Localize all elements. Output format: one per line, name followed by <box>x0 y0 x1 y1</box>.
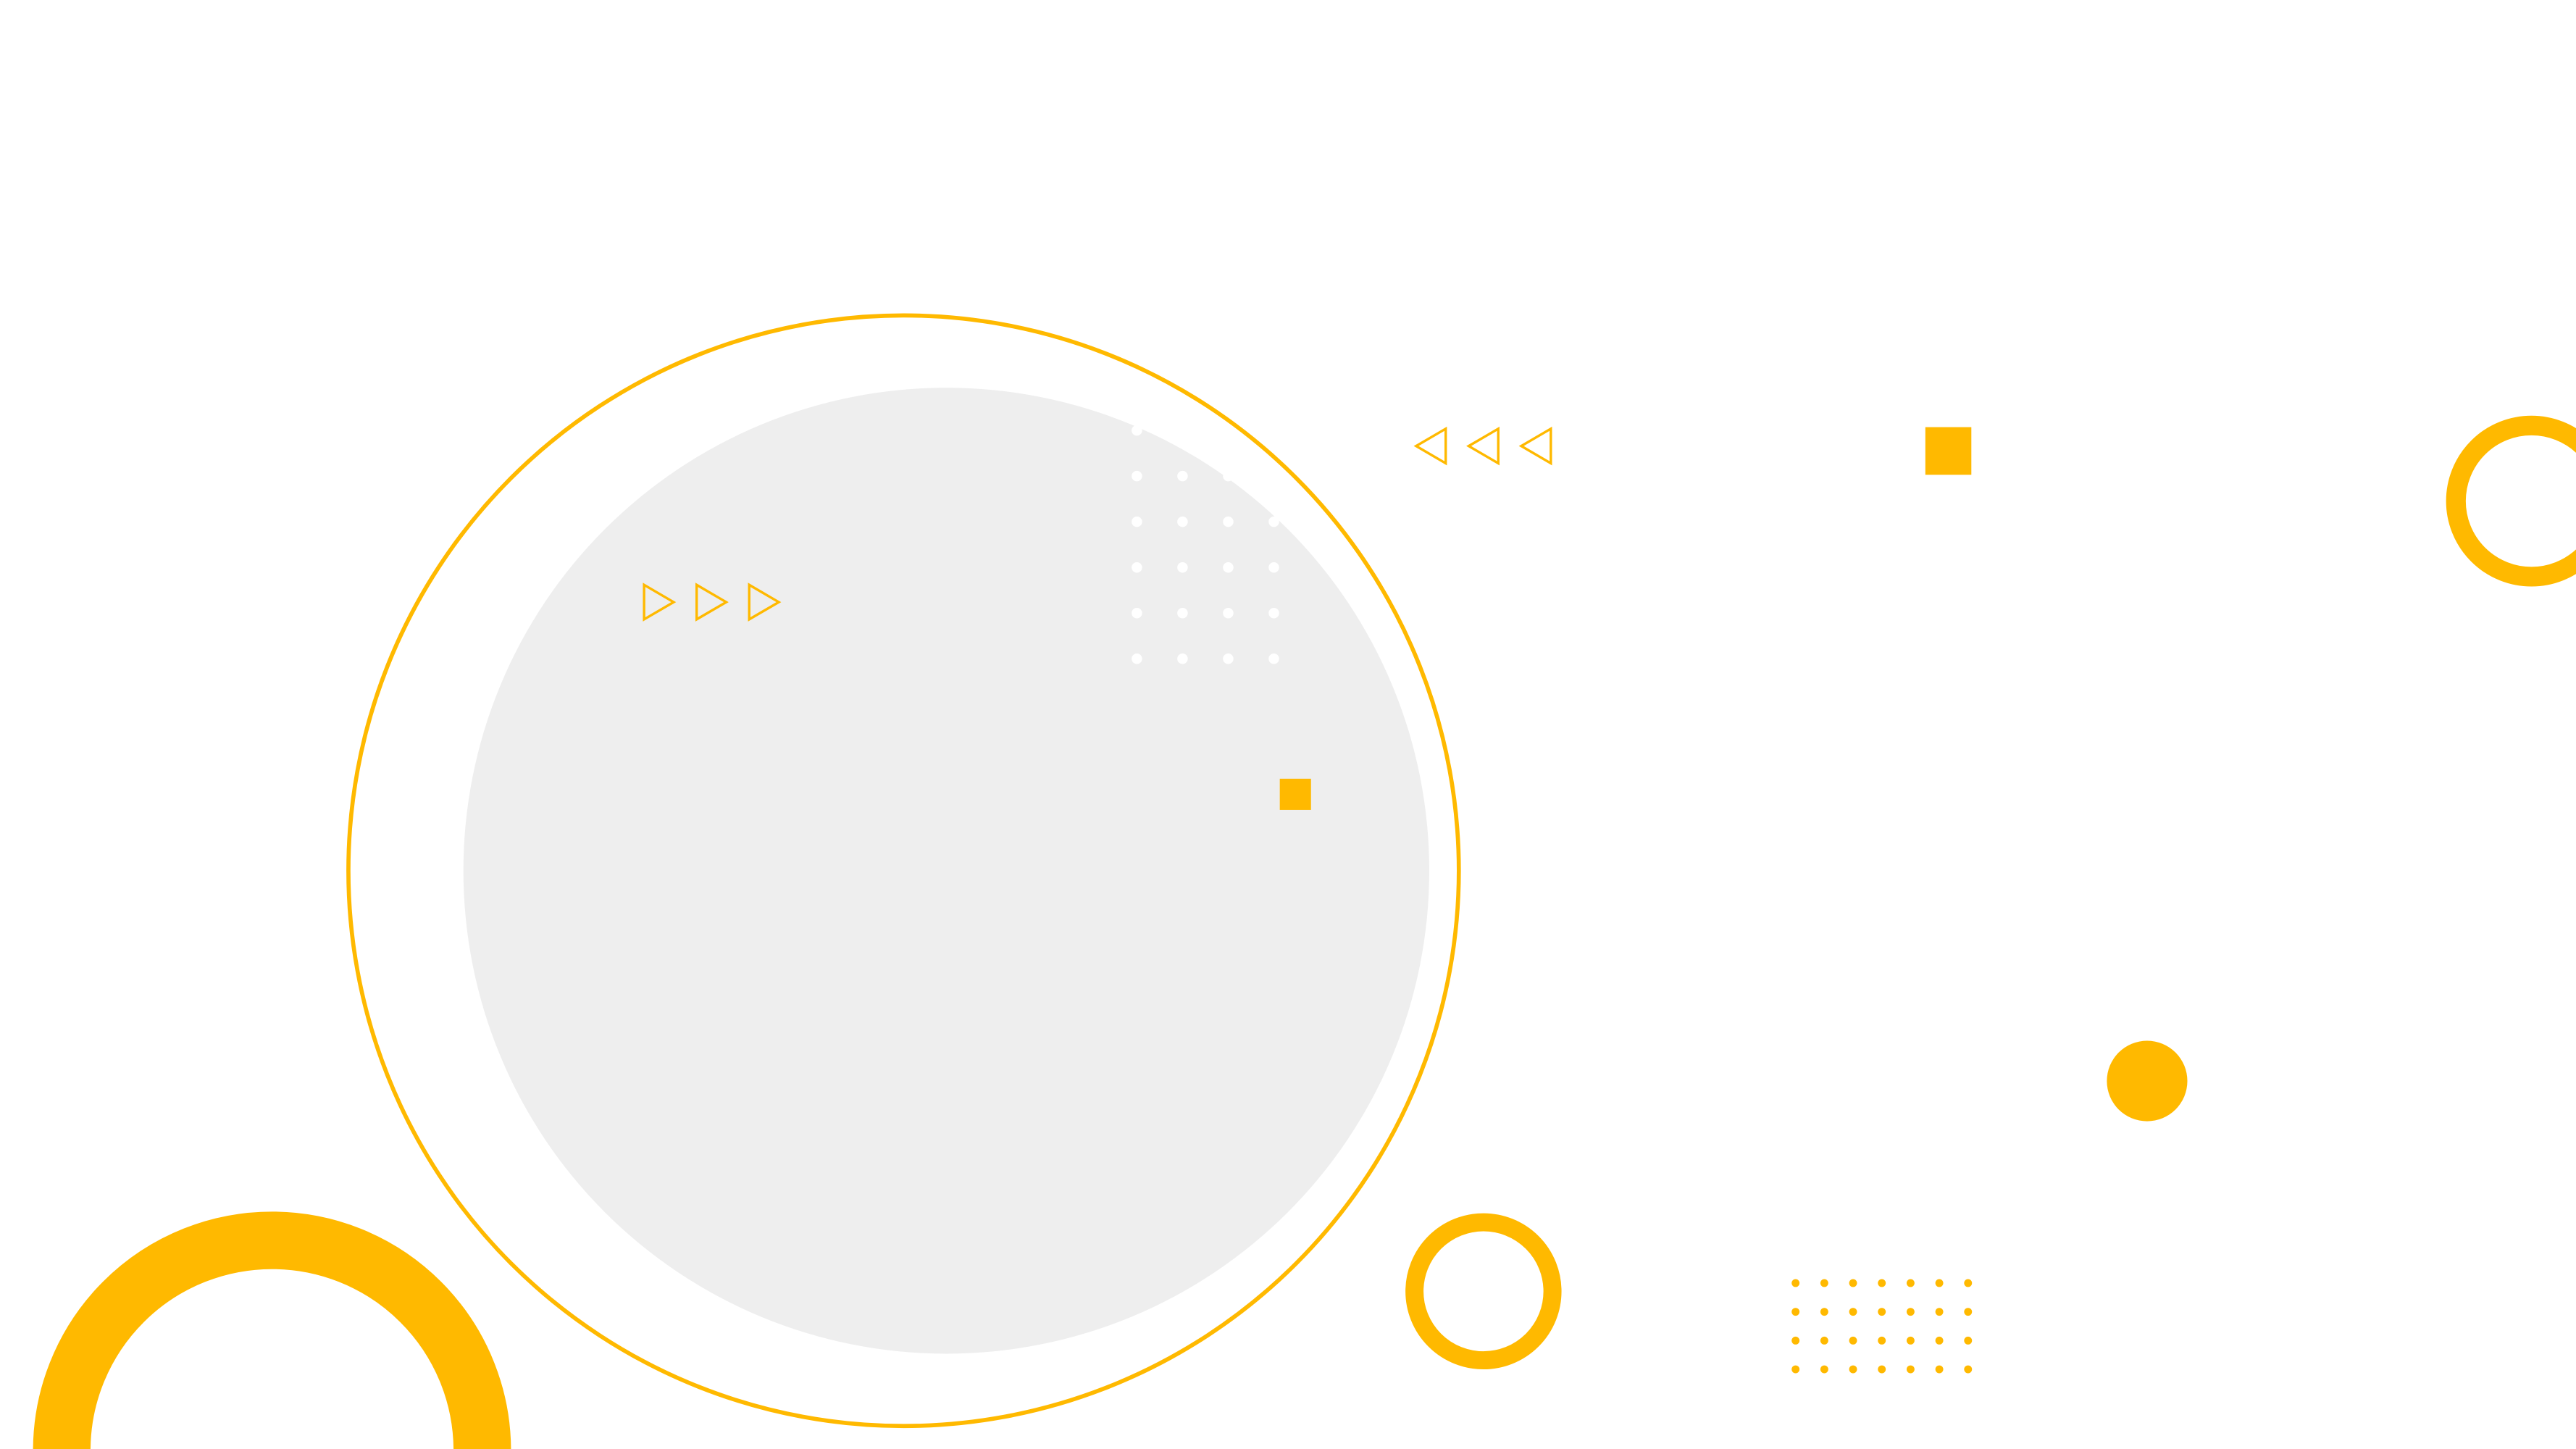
yellow-dot <box>1849 1279 1857 1287</box>
yellow-dot <box>1820 1365 1828 1374</box>
white-dot <box>1223 608 1234 619</box>
medium-square <box>1925 427 1972 475</box>
thick-half-ring <box>33 1211 511 1449</box>
yellow-dot <box>1906 1336 1915 1345</box>
white-dot <box>1223 425 1234 436</box>
ring-right-edge <box>2446 415 2576 587</box>
white-dot <box>1268 425 1279 436</box>
white-dot <box>1268 516 1279 527</box>
white-dot <box>1223 516 1234 527</box>
white-dot <box>1132 561 1142 573</box>
white-dot <box>1177 470 1188 482</box>
triangle-right-icon <box>748 582 782 622</box>
yellow-dot <box>1964 1365 1973 1374</box>
white-dot <box>1132 470 1142 482</box>
yellow-dot <box>1849 1308 1857 1316</box>
triangle-left-icon <box>1413 426 1447 466</box>
yellow-dot <box>1878 1336 1886 1345</box>
triangle-right-icon <box>695 582 729 622</box>
yellow-dot <box>1791 1336 1800 1345</box>
yellow-dot <box>1964 1279 1973 1287</box>
white-dot <box>1177 608 1188 619</box>
white-dot <box>1223 470 1234 482</box>
yellow-dot <box>1878 1308 1886 1316</box>
white-dot <box>1177 653 1188 664</box>
yellow-dot <box>1849 1365 1857 1374</box>
yellow-dot <box>1935 1336 1944 1345</box>
yellow-dot <box>1791 1365 1800 1374</box>
yellow-dot <box>1820 1336 1828 1345</box>
yellow-dot <box>1964 1308 1973 1316</box>
white-dot <box>1223 561 1234 573</box>
white-dot <box>1132 425 1142 436</box>
white-dot <box>1132 516 1142 527</box>
white-dot <box>1268 561 1279 573</box>
yellow-dot <box>1935 1279 1944 1287</box>
white-dot <box>1268 653 1279 664</box>
white-dot <box>1132 608 1142 619</box>
white-dot <box>1223 653 1234 664</box>
yellow-dot <box>1878 1365 1886 1374</box>
small-square <box>1279 778 1311 810</box>
filled-circle <box>2107 1040 2188 1122</box>
triangle-left-icon <box>1518 426 1552 466</box>
white-dot <box>1132 653 1142 664</box>
yellow-dot-grid <box>1791 1279 1973 1374</box>
yellow-dot <box>1935 1365 1944 1374</box>
white-dot-grid <box>1132 425 1279 664</box>
white-dot <box>1177 425 1188 436</box>
triangle-left-icon <box>1466 426 1500 466</box>
white-dot <box>1177 516 1188 527</box>
white-dot <box>1268 608 1279 619</box>
yellow-dot <box>1791 1308 1800 1316</box>
white-dot <box>1268 470 1279 482</box>
yellow-dot <box>1820 1279 1828 1287</box>
outline-circle <box>346 313 1461 1429</box>
yellow-dot <box>1820 1308 1828 1316</box>
white-dot <box>1177 561 1188 573</box>
yellow-dot <box>1935 1308 1944 1316</box>
yellow-dot <box>1791 1279 1800 1287</box>
ring-bottom <box>1405 1213 1562 1370</box>
yellow-dot <box>1849 1336 1857 1345</box>
yellow-dot <box>1906 1279 1915 1287</box>
yellow-dot <box>1878 1279 1886 1287</box>
yellow-dot <box>1906 1308 1915 1316</box>
yellow-dot <box>1964 1336 1973 1345</box>
triangle-right-icon <box>643 582 677 622</box>
triangle-row-left <box>1413 426 1552 466</box>
image-placeholder-circle <box>463 388 1430 1354</box>
triangle-row-right <box>643 582 782 622</box>
yellow-dot <box>1906 1365 1915 1374</box>
